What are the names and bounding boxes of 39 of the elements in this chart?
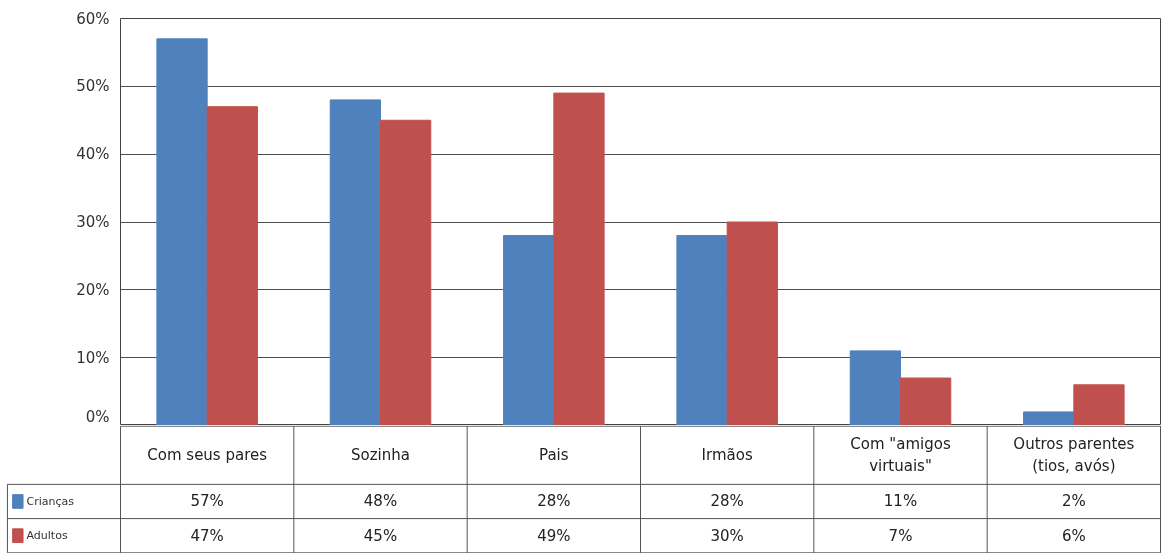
data-label: 57% [190, 492, 224, 511]
bar [380, 119, 432, 425]
data-label: 49% [537, 526, 571, 545]
y-tick-label: 60% [76, 9, 110, 28]
bar [1023, 411, 1075, 425]
data-label: 45% [363, 526, 398, 545]
y-tick-label: 10% [76, 348, 110, 367]
data-label: 28% [710, 492, 744, 511]
data-label: 2% [1061, 492, 1086, 511]
data-label: 11% [883, 492, 918, 511]
bar [553, 92, 605, 425]
x-tick-label: Irmãos [701, 446, 753, 465]
y-tick-label: 20% [76, 280, 110, 299]
bar [329, 99, 381, 425]
y-tick-label: 0% [85, 407, 110, 426]
data-label: 7% [888, 526, 913, 545]
bar [206, 106, 258, 425]
x-tick-label: Outros parentes (tios, avós) [1013, 435, 1135, 476]
legend-label: Adultos [26, 529, 68, 543]
x-tick-label: Sozinha [351, 446, 410, 465]
x-tick-label: Pais [539, 446, 569, 465]
bar [156, 38, 208, 425]
bar [503, 235, 555, 425]
data-label: 48% [363, 492, 398, 511]
x-tick-label: Com seus pares [147, 446, 268, 465]
data-label: 6% [1061, 526, 1086, 545]
data-label: 30% [710, 526, 744, 545]
y-tick-label: 50% [76, 77, 110, 96]
bar [900, 377, 952, 425]
data-label: 47% [190, 526, 224, 545]
legend-label: Crianças [26, 494, 75, 508]
x-tick-label: Com "amigos virtuais" [850, 435, 951, 476]
bar [849, 350, 901, 425]
bar [676, 235, 728, 425]
bar [726, 221, 778, 425]
y-tick-label: 40% [76, 145, 110, 164]
data-label: 28% [537, 492, 571, 511]
y-tick-label: 30% [76, 213, 110, 231]
bar [1073, 384, 1125, 425]
